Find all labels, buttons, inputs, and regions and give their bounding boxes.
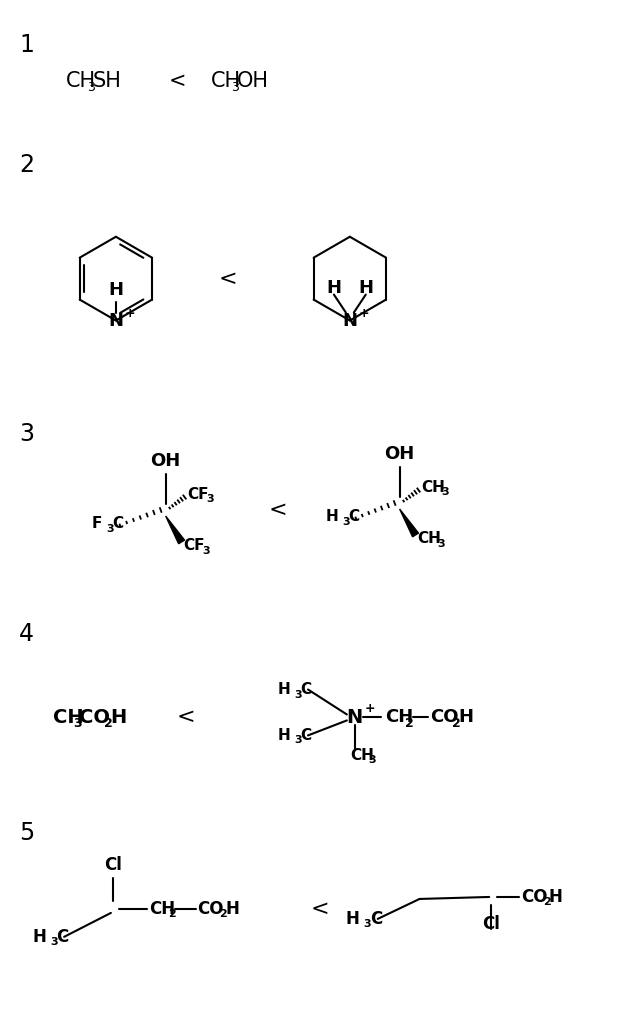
Text: H: H [358, 278, 373, 297]
Text: CO: CO [431, 709, 459, 726]
Text: CO: CO [521, 888, 547, 906]
Text: H: H [346, 910, 360, 928]
Text: H: H [277, 728, 290, 743]
Text: OH: OH [150, 452, 181, 470]
Text: C: C [300, 682, 311, 697]
Text: <: < [219, 269, 238, 289]
Text: <: < [310, 899, 329, 919]
Text: CH: CH [421, 480, 445, 495]
Text: OH: OH [238, 71, 270, 91]
Text: H: H [277, 682, 290, 697]
Text: +: + [125, 307, 135, 320]
Text: 3: 3 [294, 735, 302, 746]
Text: 3: 3 [19, 422, 34, 447]
Text: N: N [342, 311, 357, 330]
Text: CH: CH [385, 709, 413, 726]
Text: 2: 2 [219, 909, 227, 919]
Text: 2: 2 [104, 717, 113, 730]
Text: 3: 3 [364, 919, 371, 928]
Text: <: < [269, 500, 287, 520]
Text: 3: 3 [87, 81, 95, 93]
Text: 3: 3 [206, 494, 214, 504]
Text: +: + [359, 307, 369, 320]
Text: C: C [56, 927, 68, 946]
Text: CO: CO [79, 708, 110, 727]
Text: H: H [108, 280, 124, 299]
Text: C: C [112, 517, 123, 531]
Text: C: C [348, 509, 359, 525]
Text: Cl: Cl [104, 857, 122, 874]
Text: 3: 3 [203, 546, 210, 556]
Text: 3: 3 [50, 937, 58, 947]
Text: 3: 3 [231, 81, 240, 93]
Text: CH: CH [350, 748, 374, 763]
Text: 3: 3 [73, 717, 82, 730]
Text: 3: 3 [294, 689, 302, 699]
Text: CH: CH [66, 71, 96, 91]
Text: 5: 5 [19, 822, 34, 845]
Text: Cl: Cl [482, 915, 500, 933]
Text: 4: 4 [19, 621, 34, 646]
Text: 3: 3 [106, 524, 113, 534]
Text: 2: 2 [404, 717, 413, 730]
Text: F: F [92, 517, 102, 531]
Text: CH: CH [211, 71, 241, 91]
Text: H: H [33, 927, 46, 946]
Text: N: N [108, 311, 124, 330]
Text: CF: CF [184, 538, 205, 554]
Text: 2: 2 [19, 153, 34, 177]
Text: <: < [176, 708, 195, 727]
Text: 3: 3 [342, 517, 349, 527]
Text: CH: CH [149, 900, 175, 918]
Text: CH: CH [418, 531, 441, 546]
Polygon shape [399, 509, 418, 537]
Text: SH: SH [93, 71, 122, 91]
Text: H: H [225, 900, 240, 918]
Text: C: C [300, 728, 311, 743]
Text: 3: 3 [441, 487, 449, 497]
Text: +: + [365, 702, 376, 715]
Text: CH: CH [53, 708, 84, 727]
Text: H: H [110, 708, 126, 727]
Text: 2: 2 [167, 909, 176, 919]
Text: CO: CO [198, 900, 224, 918]
Text: 3: 3 [438, 539, 445, 548]
Text: 2: 2 [453, 717, 461, 730]
Text: H: H [549, 888, 563, 906]
Polygon shape [166, 516, 184, 543]
Text: H: H [458, 709, 473, 726]
Text: CF: CF [187, 487, 209, 501]
Text: H: H [325, 509, 338, 525]
Text: H: H [327, 278, 342, 297]
Text: 1: 1 [19, 33, 34, 58]
Text: N: N [347, 708, 363, 727]
Text: 3: 3 [369, 755, 376, 765]
Text: 2: 2 [543, 897, 551, 907]
Text: C: C [370, 910, 382, 928]
Text: <: < [169, 71, 186, 91]
Text: OH: OH [384, 445, 414, 463]
